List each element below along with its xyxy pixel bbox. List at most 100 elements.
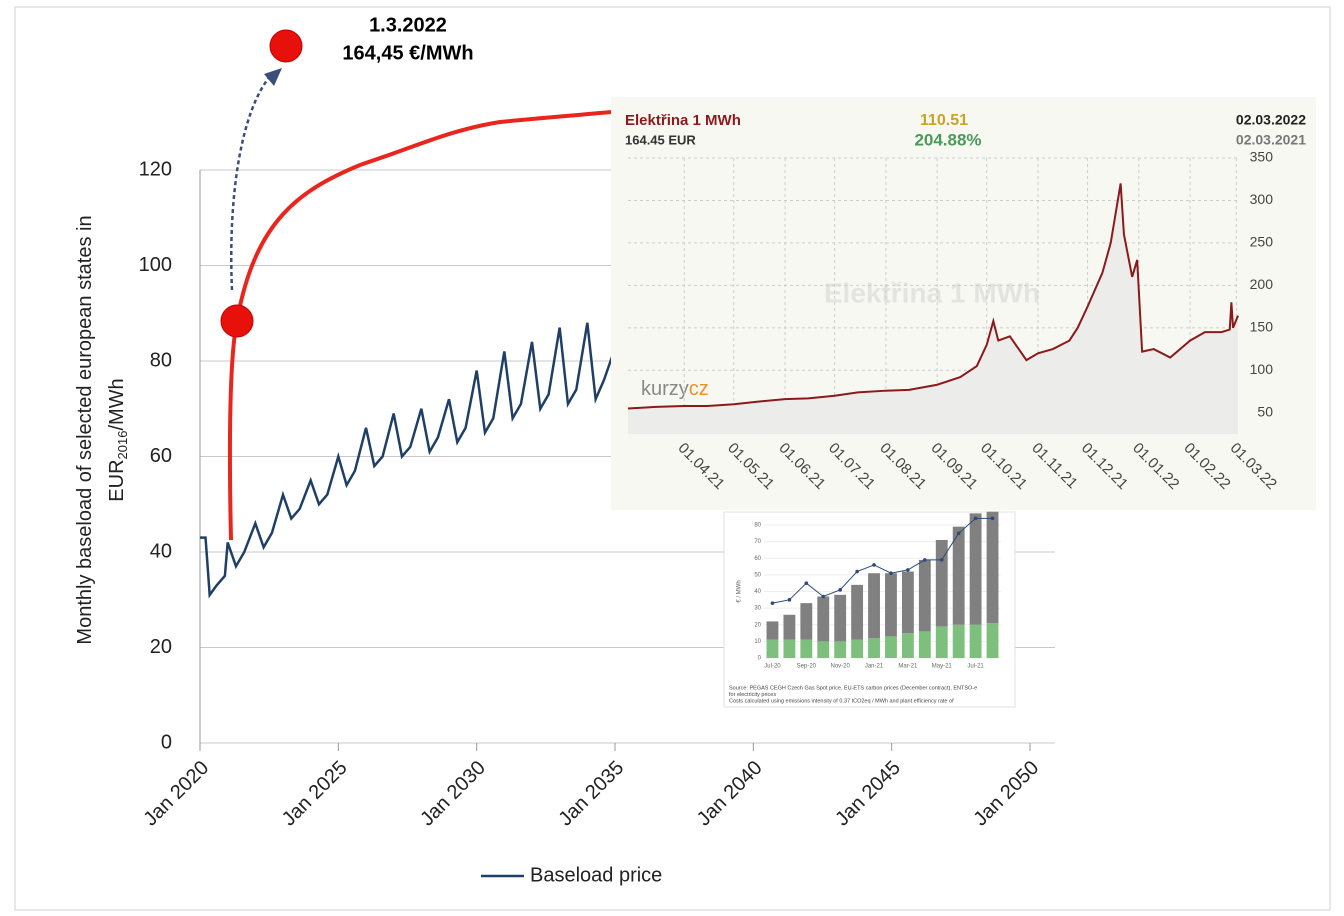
bar-segment xyxy=(901,571,914,634)
bar-segment xyxy=(986,623,999,658)
bar-segment xyxy=(952,526,965,625)
bar-segment xyxy=(986,511,999,624)
y-tick-label: 100 xyxy=(1250,361,1274,377)
dot xyxy=(269,29,303,63)
bar-segment xyxy=(918,559,931,632)
data-point xyxy=(923,558,927,562)
source-note: Source: PEGAS CEGH Czech Gas Spot price,… xyxy=(729,685,977,691)
inset-background xyxy=(611,97,1316,510)
header-change: 110.51 xyxy=(920,112,968,129)
y-tick-label: 150 xyxy=(1250,319,1274,335)
y-tick-label: 40 xyxy=(754,589,761,595)
data-point xyxy=(770,601,775,605)
bar-segment xyxy=(868,573,880,639)
header-prev-date: 02.03.2021 xyxy=(1236,132,1306,148)
bar-segment xyxy=(851,639,864,658)
data-point xyxy=(906,568,910,572)
data-line xyxy=(772,517,993,604)
legend-label: Baseload price xyxy=(530,864,662,886)
area-fill xyxy=(628,183,1238,434)
y-tick-label: 250 xyxy=(1250,234,1274,250)
y-axis-label-part: /MWh xyxy=(106,378,128,430)
bar-segment xyxy=(969,513,982,625)
data-point xyxy=(956,531,961,536)
annotation: 1.3.2022 xyxy=(369,14,447,36)
trend-curve xyxy=(227,110,612,541)
y-axis-label-part: EUR xyxy=(106,459,128,501)
y-tick-label: 120 xyxy=(139,158,172,180)
x-tick-label: Sep-20 xyxy=(797,664,817,670)
watermark: Elektřina 1 MWh xyxy=(824,277,1040,308)
y-tick-label: 10 xyxy=(754,639,761,645)
inset-chart: 0 10 20 30 40 50 60 70 80 € / MWh Jul-20 Sep-20 Nov-… xyxy=(723,511,1016,708)
bar-segment xyxy=(800,603,813,640)
y-tick-label: 80 xyxy=(150,349,172,371)
y-axis-label-sub: 2016 xyxy=(115,431,130,460)
data-point xyxy=(855,569,859,574)
bar-segment xyxy=(885,573,897,637)
y-tick-label: 300 xyxy=(1250,191,1274,207)
y-tick-label: 50 xyxy=(1257,403,1273,419)
data-point xyxy=(821,594,826,599)
bar-segment xyxy=(851,584,864,640)
y-tick-label: 50 xyxy=(754,572,761,578)
header-change-pct: 204.88% xyxy=(914,130,981,149)
bar-segment xyxy=(783,639,796,658)
x-tick-label: May-21 xyxy=(932,664,953,670)
bar-segment xyxy=(918,631,931,658)
dot xyxy=(220,304,254,338)
y-axis-label-part: Monthly baseload of selected european st… xyxy=(74,215,96,644)
arrow xyxy=(230,73,273,291)
inset-chart: Elektřina 1 MWh 110.51 02.03.2022 164.45 EU… xyxy=(611,97,1316,510)
annotation: 164,45 €/MWh xyxy=(342,42,473,64)
y-tick-label: 40 xyxy=(150,540,172,562)
y-tick-label: 20 xyxy=(754,622,761,628)
y-tick-label: 100 xyxy=(139,254,172,276)
y-tick-label: 0 xyxy=(758,656,762,662)
data-point xyxy=(939,558,944,562)
y-tick-label: 350 xyxy=(1250,149,1274,165)
x-tick-label: Jul-21 xyxy=(967,664,984,670)
y-tick-label: 80 xyxy=(754,523,761,529)
data-point xyxy=(889,571,893,576)
bar-segment xyxy=(935,626,948,658)
y-tick-label: 30 xyxy=(754,606,761,612)
bar-segment xyxy=(969,624,982,658)
y-tick-label: 20 xyxy=(150,636,172,658)
bar-segment xyxy=(817,596,830,642)
x-tick-label: Jan-21 xyxy=(865,664,884,670)
data-point xyxy=(973,516,978,521)
bar-segment xyxy=(952,624,965,658)
y-tick-label: 70 xyxy=(754,539,761,545)
x-tick-label: Nov-20 xyxy=(831,664,851,670)
bar-segment xyxy=(817,641,830,658)
bar-segment xyxy=(868,638,880,658)
bar-segment xyxy=(834,594,847,642)
source-note: for electricity prices xyxy=(729,692,776,698)
y-tick-label: 60 xyxy=(150,445,172,467)
bar-segment xyxy=(834,641,847,658)
data-point xyxy=(990,516,995,521)
bar-segment xyxy=(766,621,779,640)
x-tick-label: Jul-20 xyxy=(764,664,781,670)
bar-segment xyxy=(885,636,897,658)
bar-segment xyxy=(766,639,779,658)
data-point xyxy=(787,598,792,602)
data-line xyxy=(627,183,1239,410)
y-axis-label: Monthly baseload of selected european st… xyxy=(74,215,130,644)
y-tick-label: 200 xyxy=(1250,276,1274,292)
source-note: Costs calculated using emissions intensi… xyxy=(729,698,954,704)
x-tick-label: Mar-21 xyxy=(898,664,918,670)
y-axis-label: € / MWh xyxy=(737,580,743,602)
bar-segment xyxy=(783,614,796,640)
arrow-head xyxy=(264,68,282,86)
data-point xyxy=(804,581,809,585)
bar-segment xyxy=(901,633,914,658)
logo: kurzycz xyxy=(641,378,709,400)
bar-segment xyxy=(935,539,948,627)
header-date: 02.03.2022 xyxy=(1236,112,1306,128)
logo-part: cz xyxy=(689,378,709,400)
y-tick-label: 60 xyxy=(754,556,761,562)
